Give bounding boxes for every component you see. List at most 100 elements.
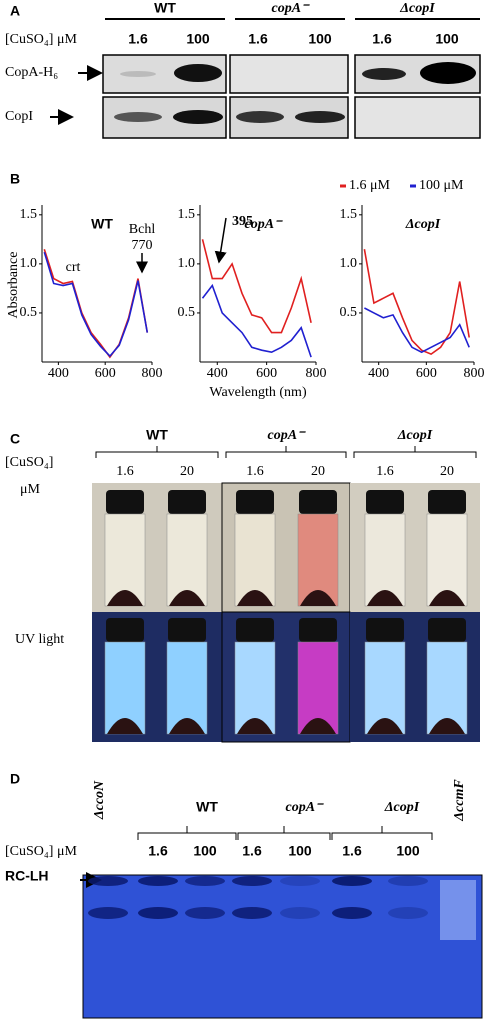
vial-cap xyxy=(366,490,404,514)
bracket xyxy=(353,446,477,458)
band xyxy=(173,110,223,124)
label: 1.6 xyxy=(148,843,168,859)
label: [CuSO₄] xyxy=(5,455,53,470)
vial-cap xyxy=(299,490,337,514)
label: 100 xyxy=(396,843,420,859)
label: B xyxy=(10,171,20,187)
bracket xyxy=(237,826,331,840)
gel-band xyxy=(185,876,225,886)
label: 20 xyxy=(311,464,325,479)
x-tick-label: 600 xyxy=(256,366,277,381)
gel-band xyxy=(280,876,320,886)
vial-photos xyxy=(92,482,480,743)
x-tick-label: 800 xyxy=(306,366,327,381)
annotation: Bchl xyxy=(129,222,156,237)
gel-band xyxy=(138,876,178,886)
label: D xyxy=(10,771,20,787)
y-tick-label: 1.0 xyxy=(20,256,38,271)
annotation: 395 xyxy=(232,214,253,229)
vial-cap xyxy=(428,490,466,514)
annotation: 770 xyxy=(132,238,153,253)
gel-band xyxy=(232,876,272,886)
spectrum-line xyxy=(363,249,470,356)
label: WT xyxy=(146,427,168,443)
pellet xyxy=(367,718,403,734)
label: copA⁻ xyxy=(286,800,325,815)
y-axis-label: Absorbance xyxy=(6,252,21,319)
gel-band xyxy=(332,876,372,886)
gel-smear xyxy=(440,880,476,940)
label: [CuSO₄] μM xyxy=(5,32,77,47)
label: CopI xyxy=(5,109,33,124)
lane-label: ΔccoN xyxy=(92,780,107,820)
lane-label: ΔccmF xyxy=(452,779,467,822)
label: 1.6 xyxy=(376,464,394,479)
legend-label: 1.6 μM xyxy=(349,178,391,193)
label: C xyxy=(10,431,20,447)
pellet xyxy=(107,590,143,606)
gel-band xyxy=(388,876,428,886)
x-tick-label: 800 xyxy=(142,366,163,381)
vial-cap xyxy=(106,618,144,642)
legend-label: 100 μM xyxy=(419,178,464,193)
label: ΔcopI xyxy=(397,428,433,443)
pellet xyxy=(169,590,205,606)
pellet xyxy=(237,590,273,606)
label: CopA-H₆ xyxy=(5,65,58,80)
pellet xyxy=(237,718,273,734)
bracket xyxy=(95,446,219,458)
band xyxy=(114,112,162,122)
x-tick-label: 400 xyxy=(368,366,389,381)
chart-title: WT xyxy=(91,216,113,232)
band xyxy=(362,68,406,80)
pellet xyxy=(429,590,465,606)
x-tick-label: 400 xyxy=(48,366,69,381)
label: 100 xyxy=(288,843,312,859)
vial-cap xyxy=(168,490,206,514)
label: 100 xyxy=(308,31,332,47)
y-tick-label: 1.5 xyxy=(340,207,358,222)
label: μM xyxy=(20,482,41,497)
gel-band xyxy=(88,876,128,886)
chart-title: copA⁻ xyxy=(245,217,284,232)
pellet xyxy=(429,718,465,734)
spectrum-line xyxy=(201,283,312,358)
label: 1.6 xyxy=(246,464,264,479)
vial-cap xyxy=(428,618,466,642)
bracket xyxy=(137,826,237,840)
y-tick-label: 1.5 xyxy=(20,207,38,222)
label: 20 xyxy=(180,464,194,479)
x-tick-label: 600 xyxy=(416,366,437,381)
label: WT xyxy=(154,0,176,16)
x-axis-label: Wavelength (nm) xyxy=(209,385,307,400)
y-tick-label: 0.5 xyxy=(340,305,358,320)
label: 1.6 xyxy=(116,464,134,479)
label: 100 xyxy=(435,31,459,47)
gel xyxy=(82,874,483,1019)
pellet xyxy=(300,590,336,606)
label: A xyxy=(10,3,20,19)
vial-cap xyxy=(106,490,144,514)
label: 100 xyxy=(193,843,217,859)
gel-band xyxy=(280,907,320,919)
label: 20 xyxy=(440,464,454,479)
vial-cap xyxy=(236,490,274,514)
band xyxy=(295,111,345,123)
label: 1.6 xyxy=(342,843,362,859)
spectrum-line xyxy=(201,239,312,334)
y-tick-label: 1.0 xyxy=(340,256,358,271)
band xyxy=(420,62,476,84)
y-tick-label: 1.5 xyxy=(178,207,196,222)
y-tick-label: 1.0 xyxy=(178,256,196,271)
label: copA⁻ xyxy=(272,1,311,16)
x-tick-label: 400 xyxy=(207,366,228,381)
gel-band xyxy=(138,907,178,919)
spectrum-line xyxy=(43,251,149,358)
band xyxy=(174,64,222,82)
band xyxy=(236,111,284,123)
annotation-arrow xyxy=(214,217,227,264)
blots xyxy=(102,54,481,139)
pellet xyxy=(169,718,205,734)
label: 1.6 xyxy=(242,843,262,859)
